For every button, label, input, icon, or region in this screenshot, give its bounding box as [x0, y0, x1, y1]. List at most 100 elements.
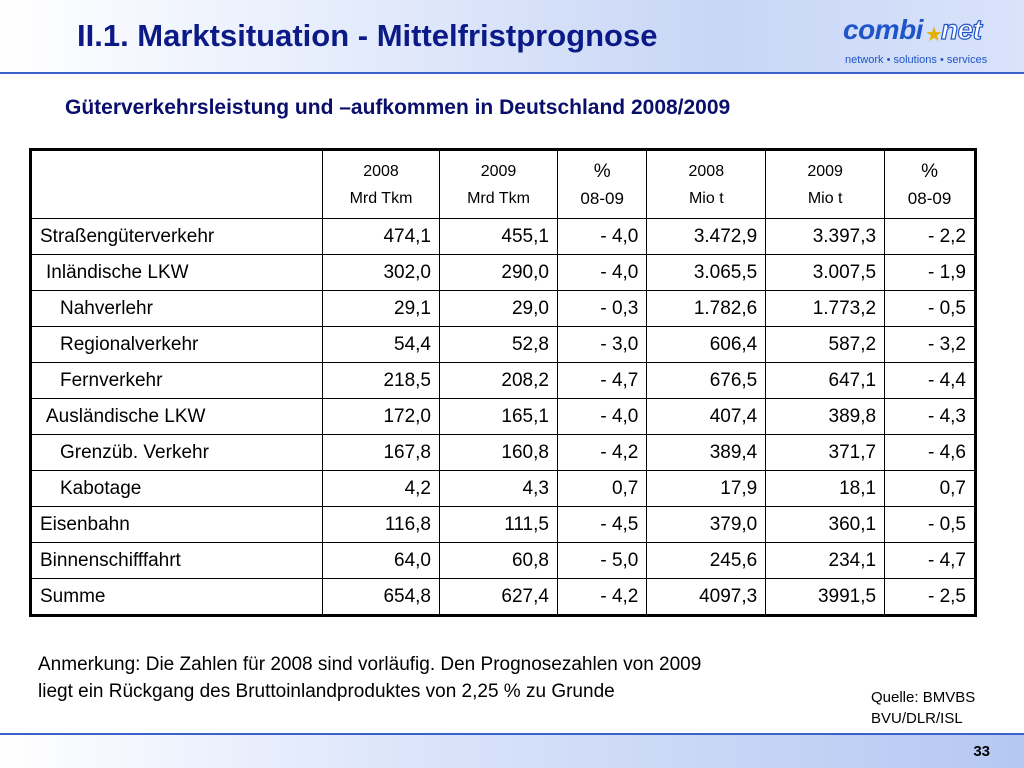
table-cell: 654,8 [322, 578, 440, 616]
source-line-2: BVU/DLR/ISL [871, 710, 963, 727]
table-cell: 627,4 [439, 578, 558, 616]
column-header-line-2: Mio t [688, 189, 724, 207]
table-row: Eisenbahn 116,8 111,5- 4,5 379,0 360,1- 0,5 [30, 506, 976, 543]
source-line-1: Quelle: BMVBS [871, 689, 976, 706]
table-cell: 606,4 [646, 326, 767, 363]
column-header-line-2: 08-09 [907, 188, 952, 208]
table-cell: 29,1 [322, 290, 440, 327]
table-row: Summe 654,8 627,4- 4,2 4097,3 3991,5- 2,5 [30, 578, 976, 616]
row-label: Binnenschifffahrt [30, 542, 323, 579]
table-row: Grenzüb. Verkehr 167,8 160,8- 4,2 389,4 371,… [30, 434, 976, 471]
table-cell: 111,5 [439, 506, 558, 543]
table-cell: 60,8 [439, 542, 558, 579]
footnote-line-2: liegt ein Rückgang des Bruttoinlandprodu… [38, 681, 615, 702]
table-cell: 52,8 [439, 326, 558, 363]
column-header-line-1: % [593, 160, 611, 182]
table-cell: - 4,7 [884, 542, 976, 579]
row-label: Fernverkehr [30, 362, 323, 399]
column-header: 2009 Mio t [765, 149, 886, 219]
table-cell: - 4,6 [884, 434, 976, 471]
table-cell: 116,8 [322, 506, 440, 543]
slide-header: II.1. Marktsituation - Mittelfristprogno… [0, 0, 1024, 74]
table-cell: 208,2 [439, 362, 558, 399]
table-cell: 302,0 [322, 254, 440, 291]
table-cell: - 5,0 [556, 542, 648, 579]
table-row: Straßengüterverkehr 474,1 455,1- 4,0 3.472,… [30, 218, 976, 255]
column-header-line-2: Mio t [807, 189, 843, 207]
table-row: Ausländische LKW 172,0 165,1- 4,0 407,4 389,… [30, 398, 976, 435]
footnote-line-1: Anmerkung: Die Zahlen für 2008 sind vorl… [38, 654, 702, 675]
column-header-line-2: Mrd Tkm [349, 189, 413, 207]
table-cell: 3.065,5 [646, 254, 767, 291]
table-cell: 17,9 [646, 470, 767, 507]
table-cell: - 4,2 [556, 434, 648, 471]
table-cell: 18,1 [765, 470, 886, 507]
column-header-line-1: 2009 [480, 162, 517, 180]
table-cell: - 4,3 [884, 398, 976, 435]
table-cell: 455,1 [439, 218, 558, 255]
footer-divider [0, 733, 1024, 735]
page-number: 33 [973, 743, 990, 760]
slide-footer: 33 [0, 733, 1024, 768]
table-cell: 218,5 [322, 362, 440, 399]
table-cell: - 4,2 [556, 578, 648, 616]
slide-title: II.1. Marktsituation - Mittelfristprogno… [77, 18, 658, 53]
table-cell: 587,2 [765, 326, 886, 363]
table-cell: - 1,9 [884, 254, 976, 291]
column-header: % 08-09 [884, 149, 976, 219]
table-row: Nahverlehr 29,1 29,0- 0,3 1.782,6 1.773,2- 0… [30, 290, 976, 327]
table-cell: 371,7 [765, 434, 886, 471]
column-header: % 08-09 [556, 149, 648, 219]
table-cell: 1.782,6 [646, 290, 767, 327]
table-cell: 245,6 [646, 542, 767, 579]
table-row: Inländische LKW 302,0 290,0- 4,0 3.065,5 3.0… [30, 254, 976, 291]
header-divider [0, 72, 1024, 74]
table-cell: - 4,4 [884, 362, 976, 399]
table-header: 2008 Mrd Tkm 2009 Mrd Tkm% 08-09 2008 Mio t 200… [30, 149, 976, 219]
combinet-logo: combi ★ net network • solutions • servic… [838, 10, 1008, 70]
row-label: Straßengüterverkehr [30, 218, 323, 255]
table-cell: - 0,3 [556, 290, 648, 327]
column-header [30, 149, 323, 219]
table-cell: 3.397,3 [765, 218, 886, 255]
table-cell: - 4,5 [556, 506, 648, 543]
table-cell: - 4,7 [556, 362, 648, 399]
table-row: Regionalverkehr 54,4 52,8- 3,0 606,4 587,2- … [30, 326, 976, 363]
logo-word-net: net [940, 13, 982, 45]
column-header: 2008 Mrd Tkm [322, 149, 440, 219]
column-header: 2008 Mio t [646, 149, 767, 219]
source-citation: Quelle: BMVBS BVU/DLR/ISL [871, 687, 975, 729]
table-cell: - 0,5 [884, 290, 976, 327]
table-cell: 54,4 [322, 326, 440, 363]
table-cell: 165,1 [439, 398, 558, 435]
table-cell: 0,7 [884, 470, 976, 507]
logo-tagline: network • solutions • services [845, 54, 988, 66]
table-cell: 172,0 [322, 398, 440, 435]
table-row: Fernverkehr 218,5 208,2- 4,7 676,5 647,1- 4,… [30, 362, 976, 399]
column-header-line-1: 2008 [363, 162, 399, 180]
table-cell: 160,8 [439, 434, 558, 471]
freight-table: 2008 Mrd Tkm 2009 Mrd Tkm% 08-09 2008 Mio t 200… [29, 148, 977, 617]
column-header-line-1: % [921, 160, 938, 182]
row-label: Inländische LKW [30, 254, 323, 291]
column-header-line-1: 2009 [807, 162, 843, 180]
row-label: Kabotage [30, 470, 323, 507]
table-cell: 290,0 [439, 254, 558, 291]
header-row: 2008 Mrd Tkm 2009 Mrd Tkm% 08-09 2008 Mio t 200… [30, 149, 976, 219]
row-label: Nahverlehr [30, 290, 323, 327]
table-cell: 4,3 [439, 470, 558, 507]
table-cell: 3.472,9 [646, 218, 767, 255]
table-cell: - 0,5 [884, 506, 976, 543]
table-cell: - 2,5 [884, 578, 976, 616]
table-cell: - 3,0 [556, 326, 648, 363]
row-label: Eisenbahn [30, 506, 323, 543]
table-cell: - 4,0 [556, 218, 648, 255]
table-cell: 676,5 [646, 362, 767, 399]
table-cell: 3.007,5 [765, 254, 886, 291]
table-cell: 1.773,2 [765, 290, 886, 327]
table-cell: 29,0 [439, 290, 558, 327]
row-label: Regionalverkehr [30, 326, 323, 363]
table-row: Binnenschifffahrt 64,0 60,8- 5,0 245,6 234,1… [30, 542, 976, 579]
row-label: Summe [30, 578, 323, 616]
table-cell: 389,8 [765, 398, 886, 435]
